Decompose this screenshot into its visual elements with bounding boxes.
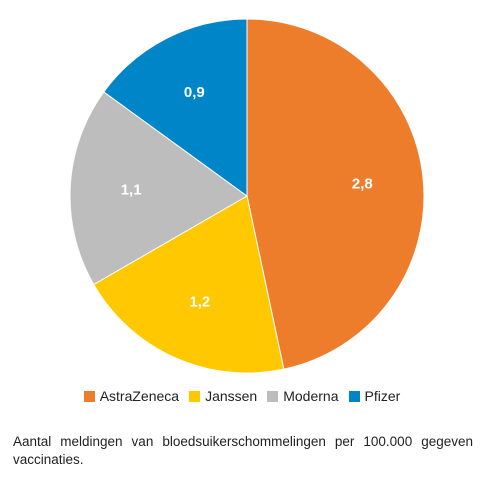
legend-item-pfizer: Pfizer	[348, 388, 401, 404]
pie-slice-janssen	[93, 195, 285, 374]
legend-label-moderna: Moderna	[283, 388, 339, 404]
data-label-astrazeneca: 2,8	[352, 175, 373, 192]
pie-slice-astrazeneca	[246, 18, 425, 370]
legend-item-janssen: Janssen	[189, 388, 257, 404]
data-label-janssen: 1,2	[189, 293, 210, 310]
data-label-moderna: 1,1	[121, 181, 142, 198]
legend: AstraZeneca Janssen Moderna Pfizer	[0, 388, 484, 404]
legend-item-moderna: Moderna	[267, 388, 339, 404]
legend-swatch-moderna	[267, 390, 279, 402]
chart-caption: Aantal meldingen van bloedsuikerschommel…	[13, 434, 473, 467]
legend-swatch-janssen	[189, 390, 201, 402]
legend-item-astrazeneca: AstraZeneca	[83, 388, 180, 404]
legend-label-pfizer: Pfizer	[364, 388, 401, 404]
legend-label-janssen: Janssen	[205, 388, 258, 404]
pie-slice-pfizer	[103, 18, 248, 197]
legend-swatch-astrazeneca	[83, 390, 95, 402]
legend-swatch-pfizer	[348, 390, 360, 402]
data-label-pfizer: 0,9	[184, 84, 205, 101]
pie-slice-moderna	[69, 91, 248, 286]
pie-chart: 2,8 1,2 1,1 0,9	[69, 18, 425, 374]
legend-label-astrazeneca: AstraZeneca	[99, 388, 180, 404]
